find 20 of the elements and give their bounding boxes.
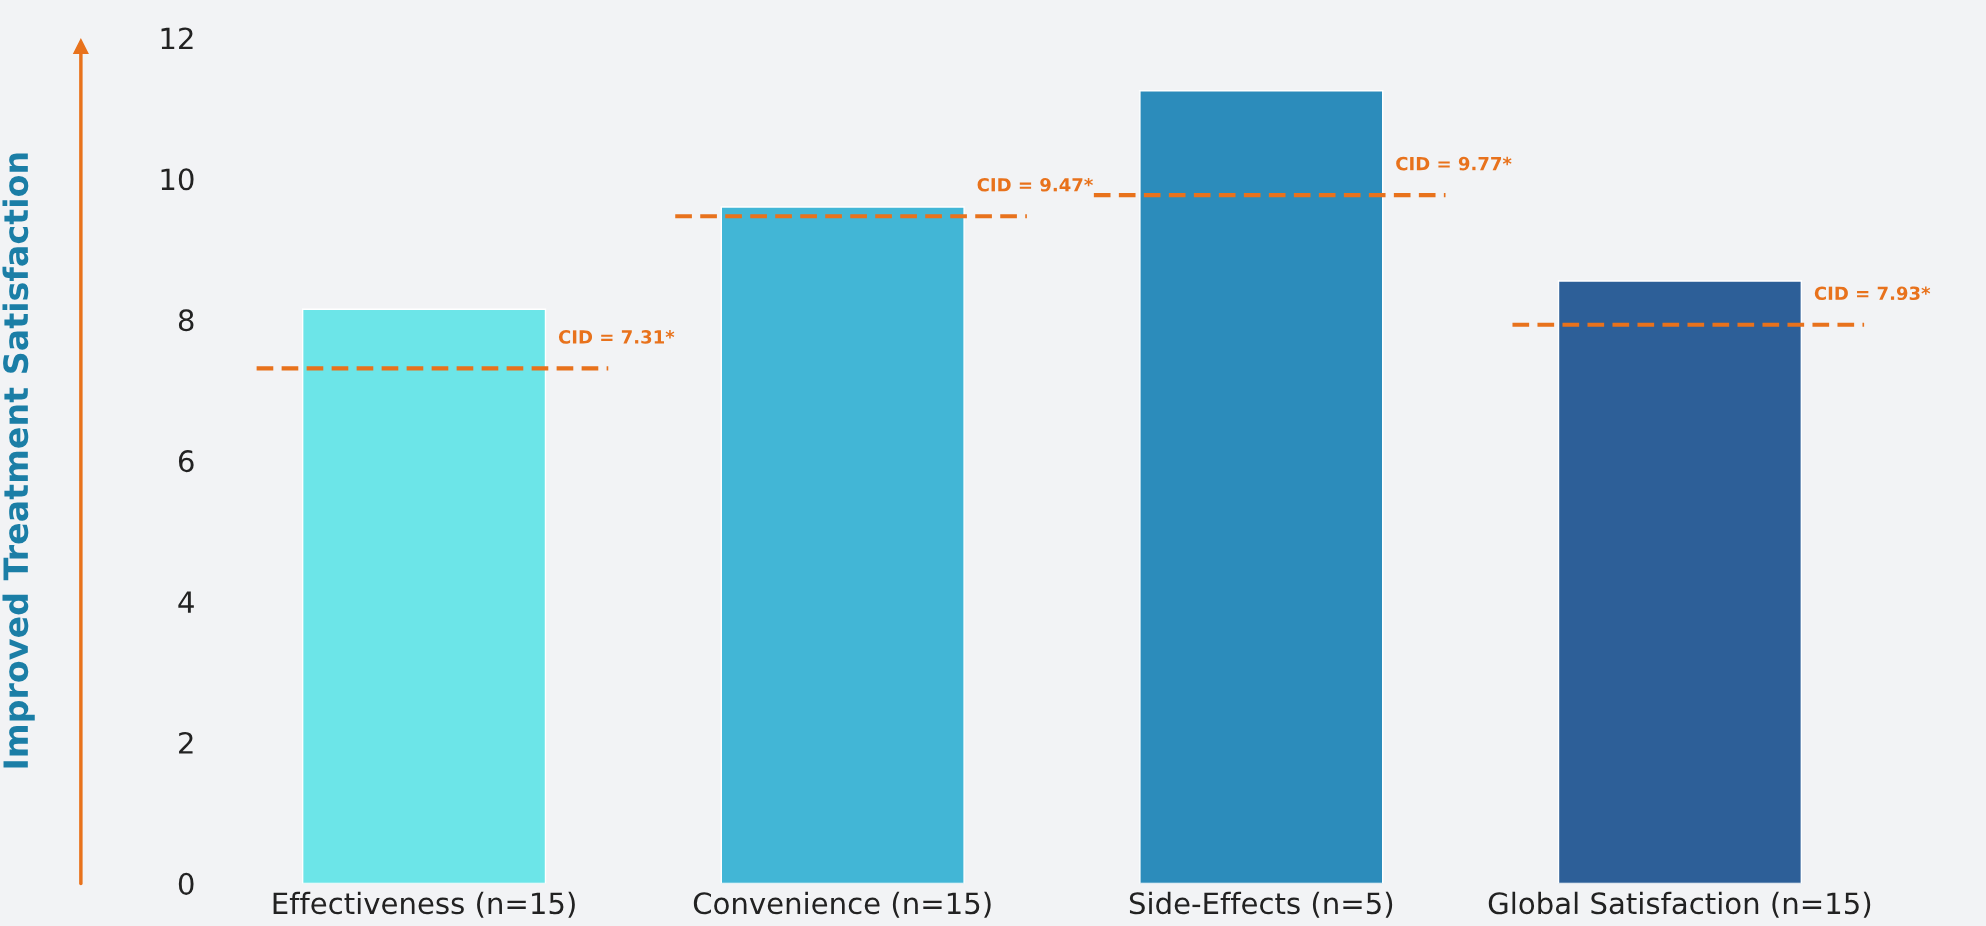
- y-tick-label: 6: [178, 450, 194, 473]
- ref-line-label: CID = 7.93*: [1814, 286, 1931, 301]
- x-tick-label: Global Satisfaction (n=15): [1488, 891, 1871, 918]
- y-axis-title: Improved Treatment Satisfaction: [2, 153, 35, 768]
- x-tick-label: Side-Effects (n=5): [1129, 891, 1393, 918]
- ref-line-label: CID = 7.31*: [558, 330, 675, 344]
- y-tick-label: 2: [179, 731, 193, 754]
- y-tick-label: 4: [178, 591, 194, 613]
- y-tick-label: 8: [178, 309, 194, 332]
- ref-line-label: CID = 9.47*: [977, 177, 1093, 192]
- y-tick-label: 0: [178, 872, 194, 895]
- bar: [301, 308, 547, 884]
- x-tick-label: Effectiveness (n=15): [273, 891, 575, 918]
- ref-line-label: CID = 9.77*: [1396, 156, 1512, 171]
- bar: [1139, 90, 1384, 884]
- y-tick-label: 12: [161, 27, 193, 50]
- x-tick-label: Convenience (n=15): [693, 891, 991, 918]
- bar: [720, 206, 965, 884]
- bar: [1557, 280, 1803, 884]
- y-tick-label: 10: [161, 168, 194, 191]
